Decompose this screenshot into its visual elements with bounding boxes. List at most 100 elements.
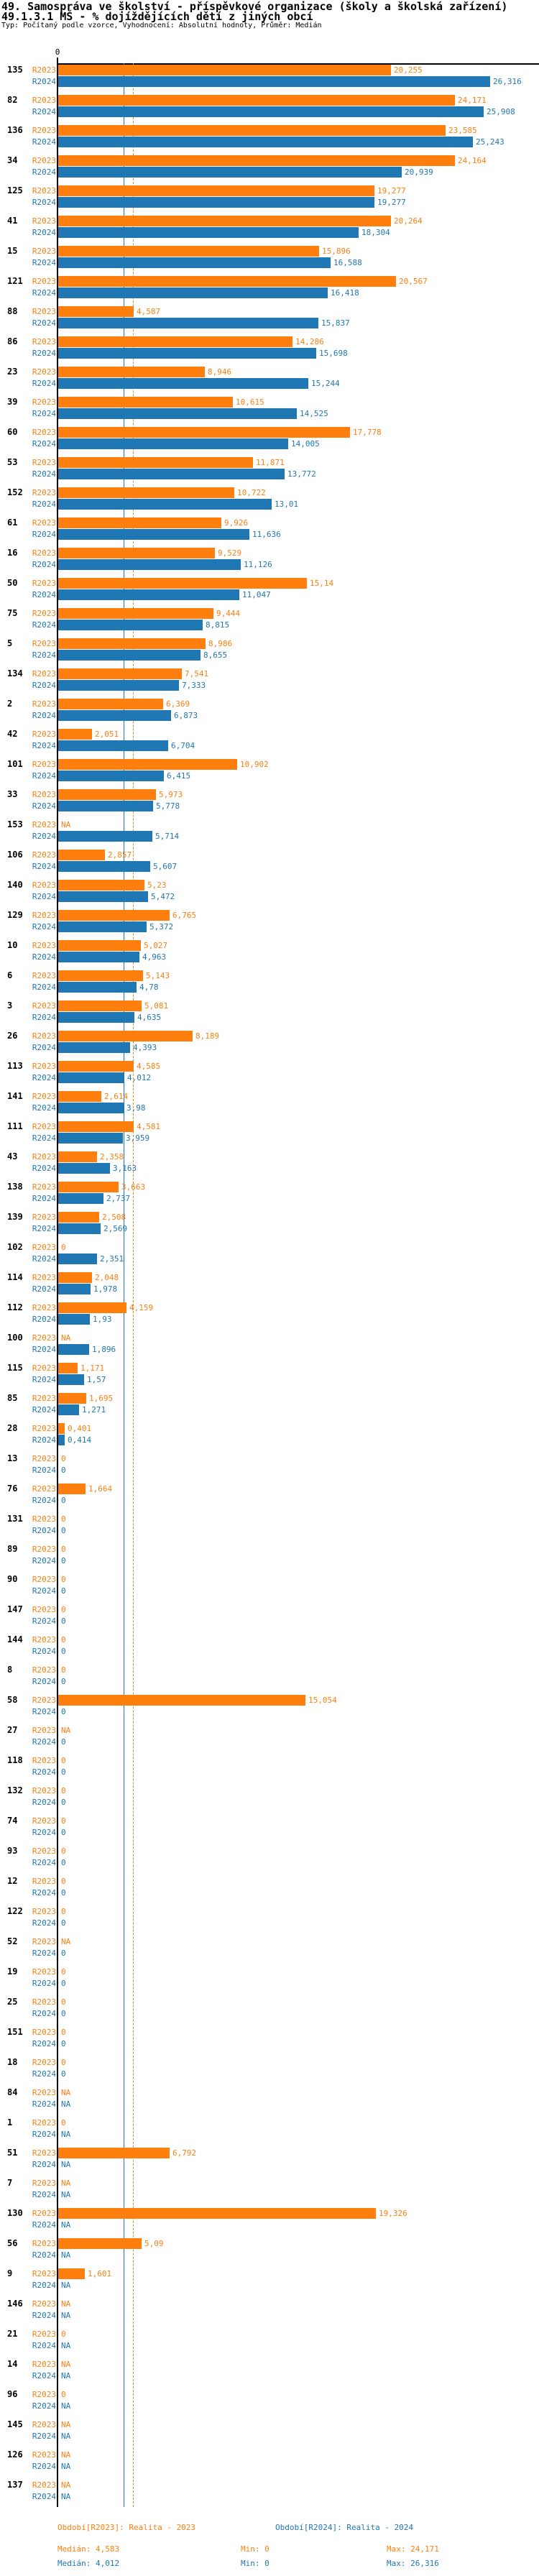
value-label-r2023: 0 [61, 1967, 66, 1977]
value-label-r2024: NA [61, 2462, 71, 2471]
series-label-r2023: R2023 [32, 1394, 56, 1403]
bar-r2023 [58, 608, 213, 619]
value-label-r2024: 13,772 [287, 469, 316, 479]
series-label-r2023: R2023 [32, 186, 56, 196]
row-id-label: 151 [7, 2027, 23, 2037]
bar-row-r2023: R2023 NA [0, 1333, 539, 1343]
series-label-r2023: R2023 [32, 1062, 56, 1071]
bar-group-141: 141 R2023 2,614 R2024 3,98 [0, 1091, 539, 1121]
value-label-r2024: 6,704 [171, 741, 195, 750]
bar-group-21: 21 R2023 0 R2024 NA [0, 2329, 539, 2359]
series-label-r2023: R2023 [32, 941, 56, 950]
value-label-r2023: 0 [61, 2028, 66, 2037]
bar-group-27: 27 R2023 NA R2024 0 [0, 1725, 539, 1755]
series-label-r2024: R2024 [32, 2311, 56, 2320]
bar-group-115: 115 R2023 1,171 R2024 1,57 [0, 1363, 539, 1393]
row-id-label: 58 [7, 1695, 18, 1705]
bar-row-r2023: R2023 20,255 [0, 65, 539, 75]
bar-row-r2023: R2023 0 [0, 1634, 539, 1645]
bar-row-r2024: R2024 NA [0, 2431, 539, 2442]
bar-row-r2024: R2024 NA [0, 2280, 539, 2291]
value-label-r2023: NA [61, 1726, 71, 1735]
series-label-r2024: R2024 [32, 1647, 56, 1656]
value-label-r2024: 18,304 [361, 228, 390, 237]
series-label-r2024: R2024 [32, 1616, 56, 1626]
series-label-r2024: R2024 [32, 1435, 56, 1445]
series-label-r2024: R2024 [32, 1979, 56, 1988]
series-label-r2023: R2023 [32, 1937, 56, 1946]
series-label-r2024: R2024 [32, 2341, 56, 2350]
bar-r2023 [58, 1423, 65, 1434]
bar-group-147: 147 R2023 0 R2024 0 [0, 1604, 539, 1634]
bar-group-52: 52 R2023 NA R2024 0 [0, 1936, 539, 1966]
series-label-r2023: R2023 [32, 337, 56, 346]
bar-group-12: 12 R2023 0 R2024 0 [0, 1876, 539, 1906]
bar-group-96: 96 R2023 0 R2024 NA [0, 2389, 539, 2419]
value-label-r2023: 5,23 [147, 880, 167, 890]
bar-r2023 [58, 427, 350, 438]
series-label-r2023: R2023 [32, 820, 56, 829]
value-label-r2023: 10,722 [237, 488, 266, 497]
row-id-label: 23 [7, 367, 18, 377]
series-label-r2024: R2024 [32, 681, 56, 690]
bar-r2024 [58, 1223, 101, 1234]
bar-row-r2023: R2023 0 [0, 1966, 539, 1977]
row-id-label: 86 [7, 336, 18, 346]
value-label-r2024: 11,047 [242, 590, 271, 599]
bar-row-r2024: R2024 5,372 [0, 921, 539, 932]
value-label-r2024: 8,815 [206, 620, 230, 630]
value-label-r2024: 6,873 [174, 711, 198, 720]
series-label-r2023: R2023 [32, 2088, 56, 2097]
value-label-r2023: 4,587 [137, 307, 161, 316]
series-label-r2024: R2024 [32, 439, 56, 448]
value-label-r2023: 17,778 [353, 428, 382, 437]
series-label-r2023: R2023 [32, 2420, 56, 2429]
row-id-label: 118 [7, 1755, 23, 1765]
bar-row-r2023: R2023 NA [0, 819, 539, 830]
value-label-r2023: 8,946 [208, 367, 232, 377]
value-label-r2024: 2,351 [100, 1254, 124, 1264]
bar-group-89: 89 R2023 0 R2024 0 [0, 1544, 539, 1574]
series-label-r2023: R2023 [32, 1001, 56, 1011]
series-label-r2023: R2023 [32, 1907, 56, 1916]
row-id-label: 126 [7, 2450, 23, 2460]
series-label-r2024: R2024 [32, 1164, 56, 1173]
chart-title: 49. Samospráva ve školství - příspěvkové… [1, 0, 508, 13]
value-label-r2023: 2,051 [95, 730, 119, 739]
value-label-r2023: 0,401 [68, 1424, 92, 1433]
bar-row-r2024: R2024 6,704 [0, 740, 539, 751]
bar-row-r2023: R2023 7,541 [0, 668, 539, 679]
value-label-r2023: NA [61, 2480, 71, 2490]
bar-r2024 [58, 1042, 130, 1053]
bar-r2023 [58, 1212, 99, 1223]
bar-group-139: 139 R2023 2,508 R2024 2,569 [0, 1212, 539, 1242]
bar-group-130: 130 R2023 19,326 R2024 NA [0, 2208, 539, 2238]
bar-row-r2024: R2024 1,896 [0, 1344, 539, 1355]
bar-group-5: 5 R2023 8,986 R2024 8,655 [0, 638, 539, 668]
bar-group-134: 134 R2023 7,541 R2024 7,333 [0, 668, 539, 699]
row-id-label: 89 [7, 1544, 18, 1554]
bar-r2023 [58, 1121, 134, 1132]
series-label-r2024: R2024 [32, 530, 56, 539]
row-id-label: 84 [7, 2087, 18, 2097]
bar-row-r2024: R2024 0 [0, 1948, 539, 1959]
series-label-r2023: R2023 [32, 2148, 56, 2158]
row-id-label: 52 [7, 1936, 18, 1946]
bar-row-r2023: R2023 8,946 [0, 367, 539, 377]
bar-group-118: 118 R2023 0 R2024 0 [0, 1755, 539, 1785]
series-label-r2024: R2024 [32, 1194, 56, 1203]
y-axis-line [57, 63, 58, 2507]
bar-row-r2024: R2024 0 [0, 1465, 539, 1476]
bar-row-r2023: R2023 NA [0, 1936, 539, 1947]
row-id-label: 112 [7, 1302, 23, 1312]
bar-r2023 [58, 367, 205, 377]
series-label-r2024: R2024 [32, 741, 56, 750]
bar-r2024 [58, 740, 168, 751]
series-label-r2024: R2024 [32, 2160, 56, 2169]
bar-group-136: 136 R2023 23,585 R2024 25,243 [0, 125, 539, 155]
value-label-r2023: 0 [61, 2118, 66, 2128]
bar-row-r2024: R2024 0 [0, 1767, 539, 1777]
bar-r2023 [58, 457, 253, 468]
value-label-r2023: 24,171 [458, 96, 487, 105]
bar-row-r2023: R2023 0 [0, 1876, 539, 1887]
